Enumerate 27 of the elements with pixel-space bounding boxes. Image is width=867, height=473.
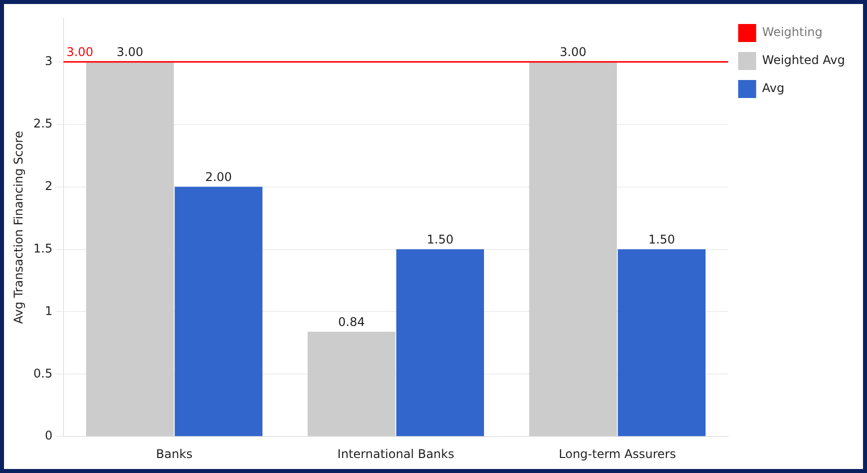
bar bbox=[308, 332, 396, 436]
x-tick-label: Banks bbox=[156, 446, 192, 461]
y-tick-label: 1.5 bbox=[33, 241, 52, 256]
legend-label: Weighting bbox=[762, 25, 823, 40]
y-tick-label: 0.5 bbox=[33, 366, 52, 380]
bar bbox=[396, 249, 484, 436]
bar bbox=[174, 186, 262, 436]
bar bbox=[86, 62, 174, 436]
data-label: 2.00 bbox=[205, 170, 232, 184]
y-tick-label: 2.5 bbox=[33, 116, 52, 130]
y-tick-label: 3 bbox=[44, 54, 52, 68]
y-tick-label: 0 bbox=[44, 428, 52, 443]
legend-label: Weighted Avg bbox=[762, 53, 846, 68]
x-tick-label: International Banks bbox=[337, 446, 454, 461]
annotation: 3.00 bbox=[66, 45, 94, 60]
x-tick-label: Long-term Assurers bbox=[558, 446, 676, 461]
y-axis-title: Avg Transaction Financing Score bbox=[11, 130, 26, 324]
data-label: 1.50 bbox=[648, 232, 676, 246]
data-label: 1.50 bbox=[426, 232, 454, 246]
data-label: 0.84 bbox=[338, 314, 365, 329]
bar bbox=[529, 62, 617, 436]
data-label: 3.00 bbox=[116, 45, 144, 60]
data-label: 3.00 bbox=[560, 45, 586, 60]
bar bbox=[618, 249, 706, 436]
y-tick-label: 2 bbox=[44, 178, 52, 193]
legend-label: Avg bbox=[762, 81, 784, 96]
y-tick-label: 1 bbox=[44, 304, 52, 318]
